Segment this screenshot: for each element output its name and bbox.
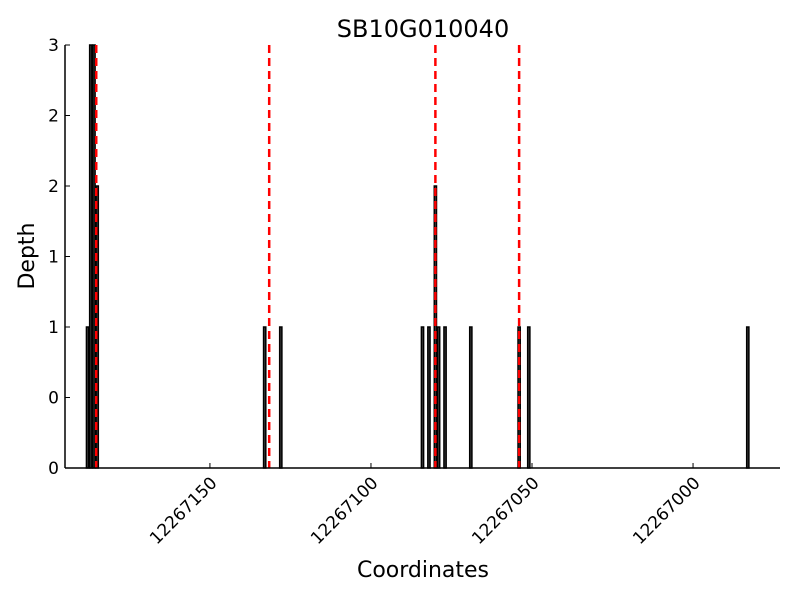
bar [427,326,431,469]
bar [85,326,90,469]
bar [468,326,473,469]
bar [745,326,750,469]
y-axis-label: Depth [15,222,40,289]
x-tick-label: 12267150 [146,473,221,548]
bar [436,326,441,469]
chart-title: SB10G010040 [337,15,509,43]
bar [420,326,425,469]
y-tick-label: 1 [48,248,59,268]
bar [278,326,283,469]
x-tick-label: 12267000 [629,473,704,548]
y-tick-label: 0 [48,389,59,409]
y-tick-label: 2 [48,107,59,127]
y-tick-label: 2 [48,177,59,197]
bar [262,326,267,469]
y-tick-label: 1 [48,318,59,338]
x-tick-label: 12267050 [468,473,543,548]
y-tick-label: 0 [48,459,59,479]
x-axis-label: Coordinates [357,558,489,583]
y-tick-label: 3 [48,36,59,56]
bar [526,326,531,469]
bar [443,326,447,469]
bar [88,44,93,469]
x-tick-label: 12267100 [307,473,382,548]
bar [92,44,96,469]
